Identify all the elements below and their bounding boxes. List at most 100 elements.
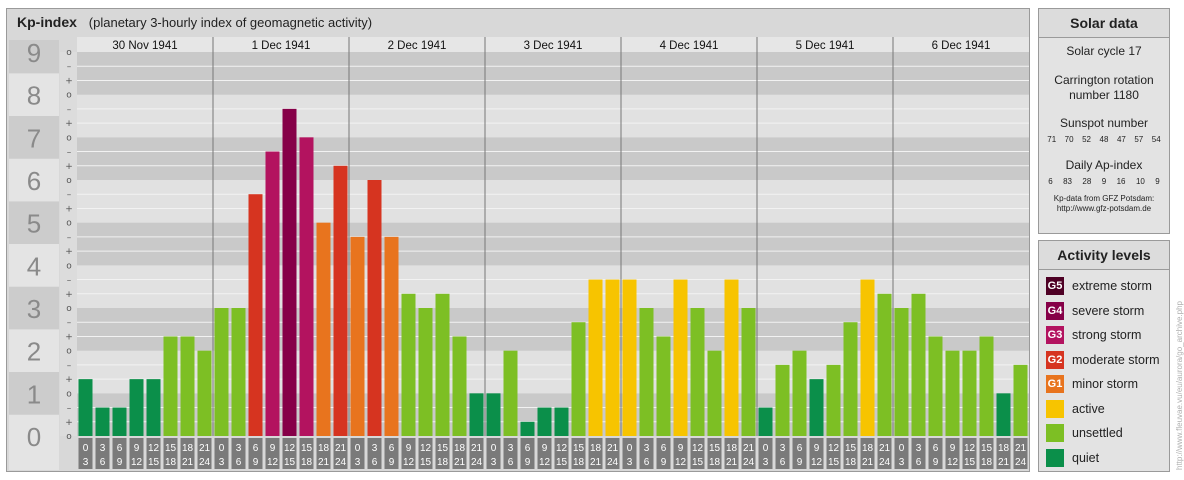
hour-cell [384,438,399,469]
legend-label: quiet [1072,450,1100,465]
hour-end-label: 15 [556,457,568,468]
legend-swatch [1046,424,1064,443]
hour-start-label: 0 [763,443,769,454]
y-tick-label: 4 [27,251,41,281]
y-axis-band-3 [9,286,59,330]
legend-list: G5 extreme storm G4 severe storm G3 strong st… [1039,270,1169,470]
sunspot-value-3: 48 [1099,135,1109,144]
y-axis-band-1 [9,372,59,415]
minor-tick-mark: – [67,62,72,72]
hour-start-label: 3 [916,443,922,454]
kp-bar [78,379,93,436]
hour-end-label: 18 [709,457,721,468]
minor-tick-mark: o [66,261,72,271]
hour-start-label: 18 [998,443,1010,454]
hour-end-label: 18 [301,457,313,468]
ap-value-6: 9 [1155,177,1160,186]
y-tick-label: 3 [27,294,41,324]
hour-start-label: 15 [709,443,721,454]
ap-value-3: 9 [1101,177,1107,186]
kp-bar [384,236,399,436]
hour-cell [962,438,977,469]
legend-label: severe storm [1072,303,1145,318]
hour-cell [469,438,484,469]
hour-end-label: 21 [182,457,194,468]
y-axis-band-8 [9,73,59,116]
hour-end-label: 18 [437,457,449,468]
hour-end-label: 24 [471,457,483,468]
hour-start-label: 15 [845,443,857,454]
hour-cell [894,438,909,469]
day-header-strip [77,37,1029,52]
legend-swatch [1046,399,1064,418]
hour-end-label: 15 [828,457,840,468]
minor-tick-mark: + [65,290,73,300]
minor-tick-mark: o [66,432,72,442]
solar-data-heading: Solar data [1039,9,1169,38]
kp-bar [588,279,603,436]
hour-cell [486,438,501,469]
data-credit-link[interactable]: http://www.gfz-potsdam.de [1056,204,1152,213]
kp-band-6 [77,137,1029,180]
hour-start-label: 0 [491,443,497,454]
hour-cell [758,438,773,469]
hour-end-label: 24 [743,457,755,468]
hour-start-label: 3 [780,443,786,454]
hour-start-label: 18 [726,443,738,454]
minor-tick-mark: + [65,418,73,428]
legend-item-unsettled: unsettled [1039,421,1169,446]
source-watermark: http://www.fleuvae.vu/eu/aurora/go_archi… [1175,301,1184,470]
minor-tick-column [60,52,77,436]
hour-start-label: 12 [148,443,160,454]
hour-end-label: 12 [267,457,279,468]
kp-bar [928,336,943,436]
hour-start-label: 0 [899,443,905,454]
hour-start-label: 12 [284,443,296,454]
kp-bar [180,336,195,436]
hour-end-label: 18 [573,457,585,468]
kp-bar [962,350,977,436]
hour-end-label: 12 [947,457,959,468]
kp-bar [656,336,671,436]
hour-end-label: 24 [607,457,619,468]
hour-end-label: 3 [83,457,89,468]
sunspot-values: 71 70 52 48 47 57 54 [1039,135,1169,144]
hour-start-label: 3 [508,443,514,454]
hour-end-label: 21 [454,457,466,468]
minor-tick-mark: – [67,404,72,414]
kp-bar [945,350,960,436]
kp-bar [894,308,909,436]
hour-start-label: 21 [1015,443,1027,454]
chart-subtitle: (planetary 3-hourly index of geomagnetic… [88,15,373,30]
day-label: 4 Dec 1941 [660,40,719,52]
day-label: 1 Dec 1941 [252,40,311,52]
minor-tick-mark: + [65,204,73,214]
kp-band-4 [77,222,1029,266]
day-label: 30 Nov 1941 [112,40,177,52]
minor-tick-mark: – [67,233,72,243]
y-tick-label: 9 [27,38,41,68]
hour-start-label: 15 [165,443,177,454]
hour-start-label: 21 [471,443,483,454]
hour-cell [690,438,705,469]
hour-cell [792,438,807,469]
kp-band-8 [77,52,1029,95]
sunspot-value-1: 70 [1064,135,1074,144]
hour-end-label: 3 [355,457,361,468]
hour-end-label: 9 [117,457,123,468]
y-axis-band-0 [9,414,59,470]
hour-end-label: 21 [318,457,330,468]
hour-end-label: 15 [692,457,704,468]
y-axis-band-4 [9,244,59,287]
minor-tick-mark: + [65,247,73,257]
hour-end-label: 6 [780,457,786,468]
legend-item-quiet: quiet [1039,446,1169,471]
hour-end-label: 21 [998,457,1010,468]
hour-start-label: 9 [814,443,820,454]
kp-bar [282,108,297,436]
kp-bar [996,393,1011,436]
kp-bar [299,137,314,437]
legend-swatch: G4 [1046,301,1064,320]
kp-bar [877,293,892,436]
